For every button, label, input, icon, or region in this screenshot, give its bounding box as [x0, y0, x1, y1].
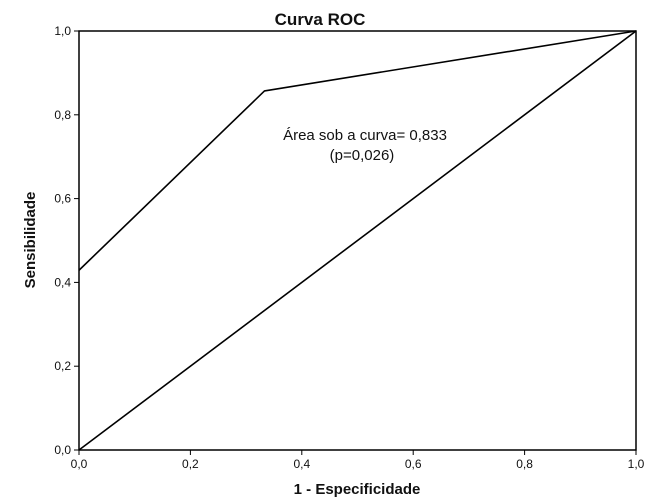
- x-tick-label: 0,6: [405, 457, 422, 471]
- x-tick-label: 0,4: [293, 457, 310, 471]
- x-tick-label: 0,2: [182, 457, 199, 471]
- y-axis-ticks: 0,0 0,2 0,4 0,6 0,8 1,0: [54, 24, 79, 457]
- x-tick-label: 1,0: [628, 457, 645, 471]
- y-tick-label: 1,0: [54, 24, 71, 38]
- y-tick-label: 0,0: [54, 443, 71, 457]
- y-tick-label: 0,2: [54, 359, 71, 373]
- roc-curve-line: [78, 30, 637, 271]
- auc-annotation: Área sob a curva= 0,833: [283, 127, 447, 144]
- y-tick-label: 0,4: [54, 275, 71, 289]
- reference-diagonal-line: [78, 30, 637, 451]
- series-group: [78, 30, 637, 451]
- p-value-annotation: (p=0,026): [330, 147, 395, 164]
- y-tick-label: 0,6: [54, 192, 71, 206]
- x-axis-ticks: 0,0 0,2 0,4 0,6 0,8 1,0: [71, 450, 645, 471]
- plot-frame: [78, 30, 637, 451]
- y-tick-label: 0,8: [54, 108, 71, 122]
- x-axis-label: 1 - Especificidade: [294, 481, 421, 498]
- x-tick-label: 0,0: [71, 457, 88, 471]
- x-tick-label: 0,8: [516, 457, 533, 471]
- y-axis-label: Sensibilidade: [22, 192, 39, 289]
- chart-title: Curva ROC: [275, 10, 366, 29]
